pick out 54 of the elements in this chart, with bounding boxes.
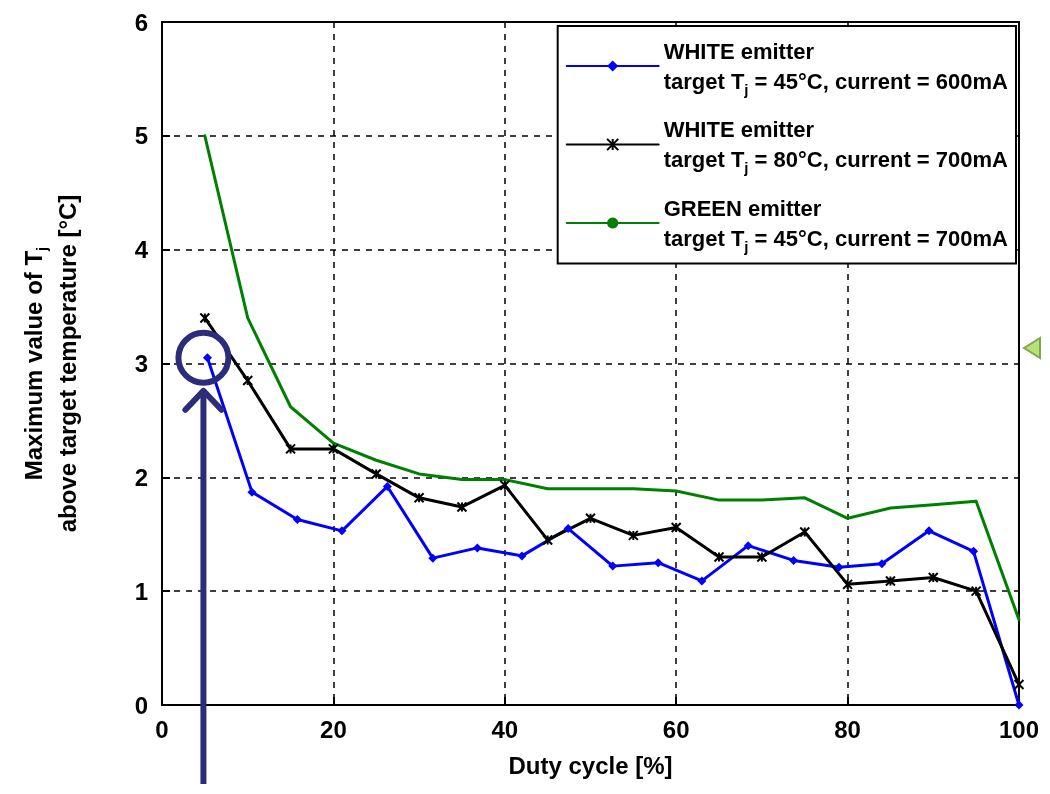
point <box>627 529 639 541</box>
point <box>697 576 707 586</box>
point <box>834 562 844 572</box>
point <box>842 578 854 590</box>
point <box>337 526 347 536</box>
x-tick-label: 60 <box>662 715 690 743</box>
x-tick-label: 0 <box>155 715 169 743</box>
y-tick-label: 0 <box>134 691 148 719</box>
point <box>382 481 392 491</box>
point <box>370 468 382 480</box>
point <box>670 521 682 533</box>
point <box>924 526 934 536</box>
point <box>499 479 511 491</box>
point <box>199 312 211 324</box>
y-tick-label: 3 <box>134 350 148 377</box>
point <box>1014 700 1024 710</box>
x-tick-label: 40 <box>491 715 519 743</box>
y-tick-label: 6 <box>134 8 148 36</box>
y-axis-title: Maximum value of Tj above target temperature [°C] <box>19 194 81 533</box>
point <box>517 551 527 561</box>
point <box>713 551 725 563</box>
point <box>969 546 979 556</box>
y-tick-label: 4 <box>134 236 149 264</box>
point <box>756 551 768 563</box>
point <box>1013 679 1025 691</box>
point <box>927 572 939 584</box>
x-tick-label: 20 <box>320 715 347 743</box>
point <box>653 558 663 568</box>
point <box>413 492 425 504</box>
point <box>970 585 982 597</box>
point <box>242 375 254 387</box>
point <box>327 443 339 455</box>
point <box>563 524 573 534</box>
x-tick-label: 80 <box>834 715 861 743</box>
y-tick-label: 2 <box>134 463 148 491</box>
x-tick-label: 100 <box>998 715 1039 743</box>
point <box>292 514 302 524</box>
point <box>285 443 297 455</box>
point <box>247 487 257 497</box>
point <box>743 541 753 551</box>
point <box>799 526 811 538</box>
point <box>884 575 896 587</box>
point <box>608 561 618 571</box>
point <box>202 353 212 363</box>
y-tick-label: 5 <box>134 122 148 150</box>
point <box>584 512 596 524</box>
point <box>789 555 799 565</box>
point <box>542 534 554 546</box>
x-axis-title: Duty cycle [%] <box>508 751 673 779</box>
point <box>877 559 887 569</box>
point <box>428 553 438 563</box>
y-tick-label: 1 <box>134 577 148 605</box>
point <box>456 501 468 513</box>
point <box>472 543 482 553</box>
